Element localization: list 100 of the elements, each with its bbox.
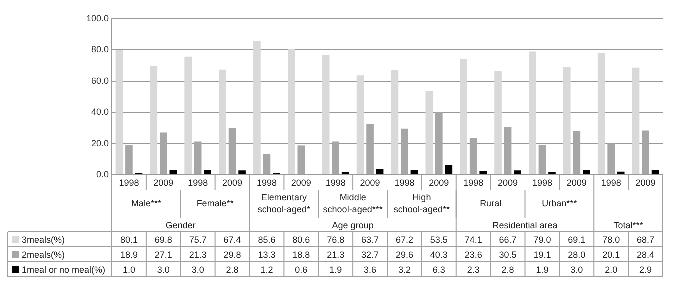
bar [170,170,178,174]
data-label: 0.6 [295,264,308,275]
legend-label: 3meals(%) [22,234,66,245]
x-tick-label: 1998 [188,178,208,188]
bar [116,50,124,174]
bar [204,170,212,174]
x-tick-label: 1998 [326,178,346,188]
bar [538,145,546,174]
x-tick-label: 2009 [566,178,587,188]
data-label: 19.1 [534,250,552,260]
legend-label: 1meal or no meal(%) [22,264,106,275]
data-label: 32.7 [362,250,380,260]
x-tick-label: 2009 [154,178,174,188]
bar [150,66,158,174]
data-label: 29.6 [396,250,414,260]
data-label: 68.7 [637,234,655,245]
x-tick-label: 1998 [119,178,140,188]
bar [298,146,306,174]
y-tick-label: 100.0 [86,13,109,24]
data-label: 3.0 [570,264,584,275]
bar [288,49,296,174]
bar [652,170,660,174]
text: Middle school-aged*** [323,192,384,214]
data-label: 29.8 [224,250,242,260]
data-label: 13.3 [258,250,276,260]
data-label: 76.8 [327,234,345,245]
x-tick-label: 2009 [636,178,656,188]
bar [529,52,536,174]
data-label: 74.1 [464,234,482,245]
y-tick-label: 40.0 [91,107,109,118]
bar [470,138,478,174]
bar [563,67,571,174]
x-tick-label: 1998 [256,178,277,188]
x-tick-label: 1998 [532,178,552,188]
data-label: 69.1 [568,234,586,245]
bar [617,172,625,174]
text: Total*** [614,220,644,230]
bar [219,70,226,174]
data-label: 1.0 [122,264,136,275]
bar [184,56,192,174]
bar [254,41,261,174]
bar [401,128,408,174]
x-tick-label: 1998 [601,178,622,188]
bar [632,68,640,174]
bar [263,154,271,174]
data-label: 3.0 [192,264,204,275]
data-label: 80.1 [120,234,138,245]
data-label: 28.4 [637,250,655,260]
data-label: 1.9 [536,264,549,275]
data-label: 78.0 [602,234,620,245]
data-label: 53.5 [430,234,448,245]
bar [366,124,374,174]
data-label: 1.9 [330,264,342,275]
data-label: 75.7 [189,234,207,245]
text: Rural [480,198,502,208]
bar [598,53,606,174]
bar [436,112,443,174]
text: Elementary school-aged* [258,192,311,214]
data-label: 66.7 [499,234,517,245]
text: Urban*** [542,198,578,208]
bar [228,128,236,174]
y-tick-label: 0.0 [96,169,109,180]
text: Female** [196,198,234,208]
bar [238,170,246,174]
bar [376,169,384,174]
bar [160,132,168,174]
bar [494,70,502,174]
data-label: 28.0 [568,250,586,260]
y-tick-label: 60.0 [91,76,109,86]
data-label: 63.7 [362,234,380,245]
data-label: 80.6 [292,234,310,245]
data-label: 3.0 [157,264,170,275]
legend-label: 2meals(%) [22,250,66,260]
bar [426,92,434,174]
bar [356,76,364,174]
x-tick-label: 1998 [394,178,415,188]
x-tick-label: 2009 [429,178,450,188]
bar [514,170,522,174]
bar [126,146,133,174]
bar [460,59,468,174]
data-label: 30.5 [499,250,517,260]
data-label: 20.1 [602,250,620,260]
bar [642,130,650,174]
data-label: 69.8 [154,234,172,245]
x-tick-label: 2009 [291,178,312,188]
data-label: 27.1 [154,250,172,260]
bar [332,142,340,174]
data-label: 2.8 [226,264,239,275]
data-label: 21.3 [327,250,345,260]
text: Male*** [131,198,162,208]
x-tick-label: 2009 [498,178,518,188]
bar [573,131,581,174]
data-label: 67.2 [396,234,414,245]
data-label: 3.6 [364,264,377,275]
data-label: 2.9 [640,264,652,275]
x-tick-label: 2009 [222,178,243,188]
data-label: 1.2 [260,264,274,275]
data-label: 3.2 [398,264,411,275]
data-label: 21.3 [189,250,207,260]
bar [608,144,616,174]
